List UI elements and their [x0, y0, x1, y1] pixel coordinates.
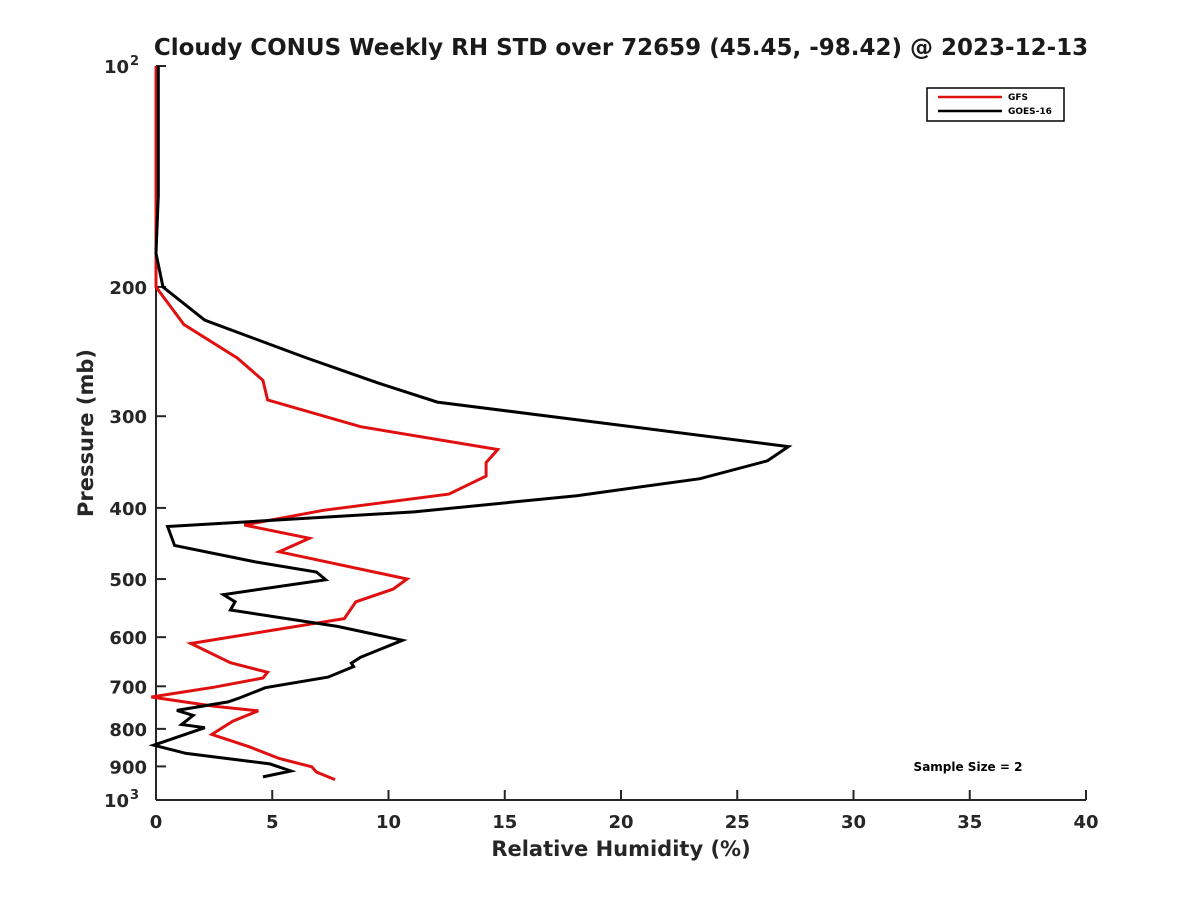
x-tick-label: 30	[841, 812, 866, 833]
series-line-gfs	[151, 66, 501, 781]
x-tick-label: 40	[1073, 812, 1098, 833]
x-tick-label: 35	[957, 812, 982, 833]
chart-legend: GFS GOES-16	[926, 87, 1065, 122]
y-tick-label: 700	[109, 677, 147, 698]
legend-label-goes16: GOES-16	[1008, 107, 1052, 117]
x-tick-label: 20	[608, 812, 633, 833]
y-tick-label: 200	[109, 278, 147, 299]
y-axis-label: Pressure (mb)	[74, 349, 98, 517]
y-tick-label: 300	[109, 407, 147, 428]
x-tick-label: 15	[492, 812, 517, 833]
x-axis-ticks: 0 5 10 15 20 25 30 35 40	[150, 790, 1099, 833]
y-tick-label: 500	[109, 570, 147, 591]
legend-box	[926, 87, 1065, 122]
x-tick-label: 10	[376, 812, 401, 833]
x-tick-label: 5	[266, 812, 279, 833]
y-tick-label: 600	[109, 628, 147, 649]
y-tick-exponent: 2	[130, 54, 139, 69]
y-tick-label: 10	[104, 791, 129, 812]
y-tick-label: 400	[109, 499, 147, 520]
series-line-goes16	[148, 66, 793, 779]
series-layer	[148, 66, 793, 781]
y-tick-exponent: 3	[130, 788, 139, 803]
sample-size-annotation: Sample Size = 2	[914, 760, 1023, 774]
x-tick-label: 25	[725, 812, 750, 833]
legend-label-gfs: GFS	[1008, 93, 1028, 103]
y-tick-label: 900	[109, 757, 147, 778]
x-axis-label: Relative Humidity (%)	[491, 837, 750, 861]
chart-title: Cloudy CONUS Weekly RH STD over 72659 (4…	[154, 35, 1088, 61]
x-tick-label: 0	[150, 812, 163, 833]
y-tick-label: 10	[104, 57, 129, 78]
y-tick-label: 800	[109, 720, 147, 741]
